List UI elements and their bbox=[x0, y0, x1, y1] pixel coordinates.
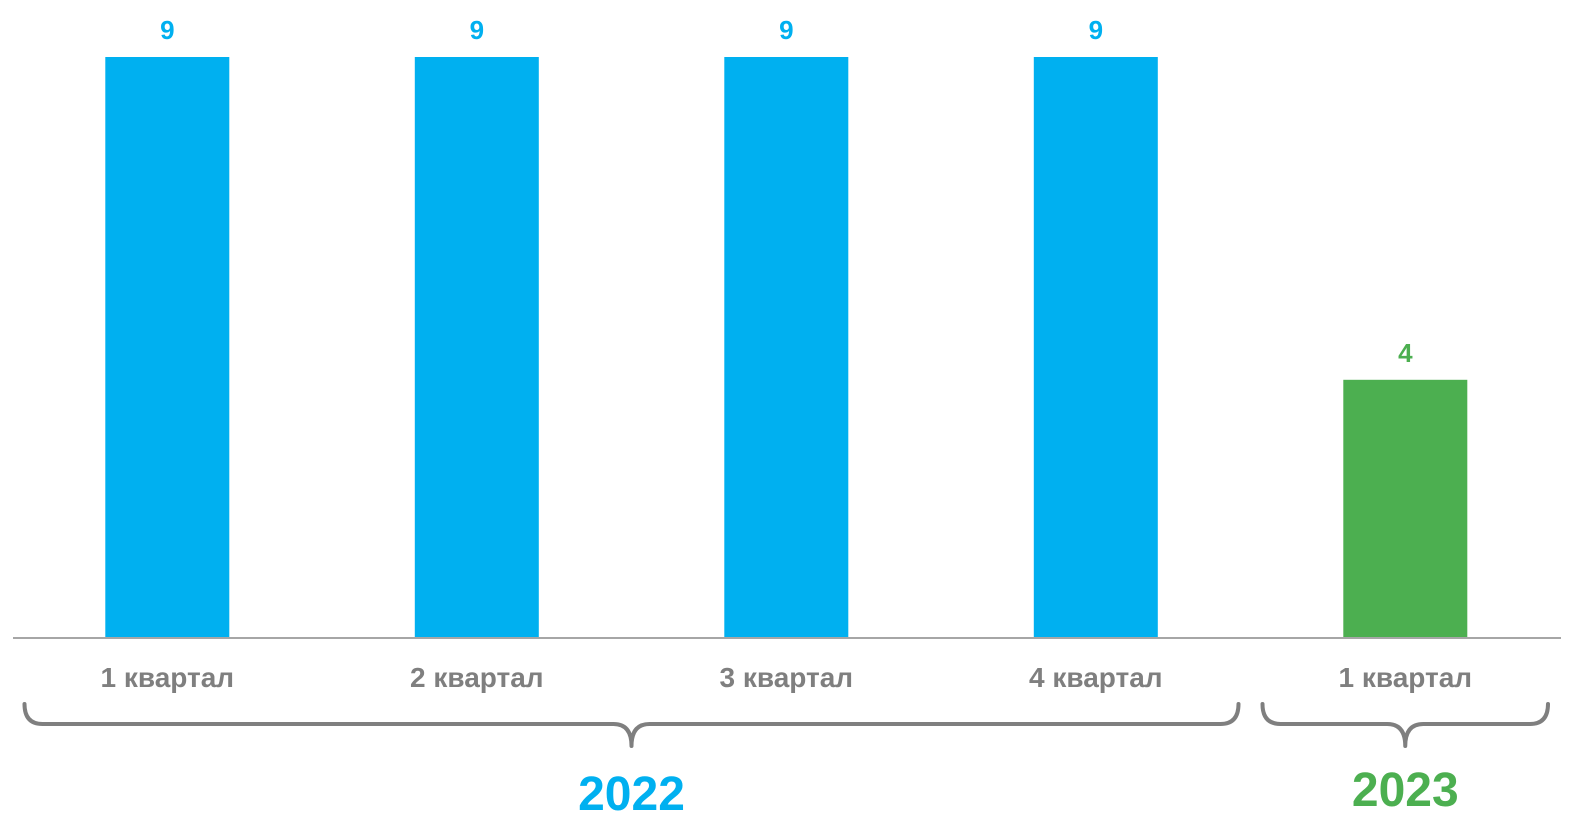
x-tick-label-1: 1 квартал bbox=[101, 662, 235, 693]
data-label-4: 9 bbox=[1089, 15, 1103, 45]
data-label-3: 9 bbox=[779, 15, 793, 45]
bar-4 bbox=[1033, 57, 1158, 638]
data-label-2: 9 bbox=[470, 15, 484, 45]
value-labels-layer: 9 9 9 9 4 bbox=[160, 15, 1413, 368]
x-tick-label-2: 2 квартал bbox=[410, 662, 544, 693]
group-labels-layer: 2022 2023 bbox=[578, 764, 1459, 821]
bar-5 bbox=[1343, 379, 1468, 638]
group-braces-layer bbox=[22, 702, 1550, 748]
x-tick-label-3: 3 квартал bbox=[720, 662, 854, 693]
tick-labels-layer: 1 квартал 2 квартал 3 квартал 4 квартал 1 кв… bbox=[101, 662, 1473, 693]
group-label-2022: 2022 bbox=[578, 768, 685, 821]
x-tick-label-4: 4 квартал bbox=[1029, 662, 1163, 693]
group-brace-2023 bbox=[1260, 702, 1550, 748]
group-brace-2022 bbox=[22, 702, 1241, 748]
bar-2 bbox=[414, 57, 539, 638]
data-label-5: 4 bbox=[1398, 338, 1413, 368]
bars-layer bbox=[105, 57, 1468, 638]
bar-3 bbox=[724, 57, 849, 638]
bar-1 bbox=[105, 57, 230, 638]
x-tick-label-5: 1 квартал bbox=[1339, 662, 1473, 693]
data-label-1: 9 bbox=[160, 15, 174, 45]
group-label-2023: 2023 bbox=[1352, 764, 1459, 817]
